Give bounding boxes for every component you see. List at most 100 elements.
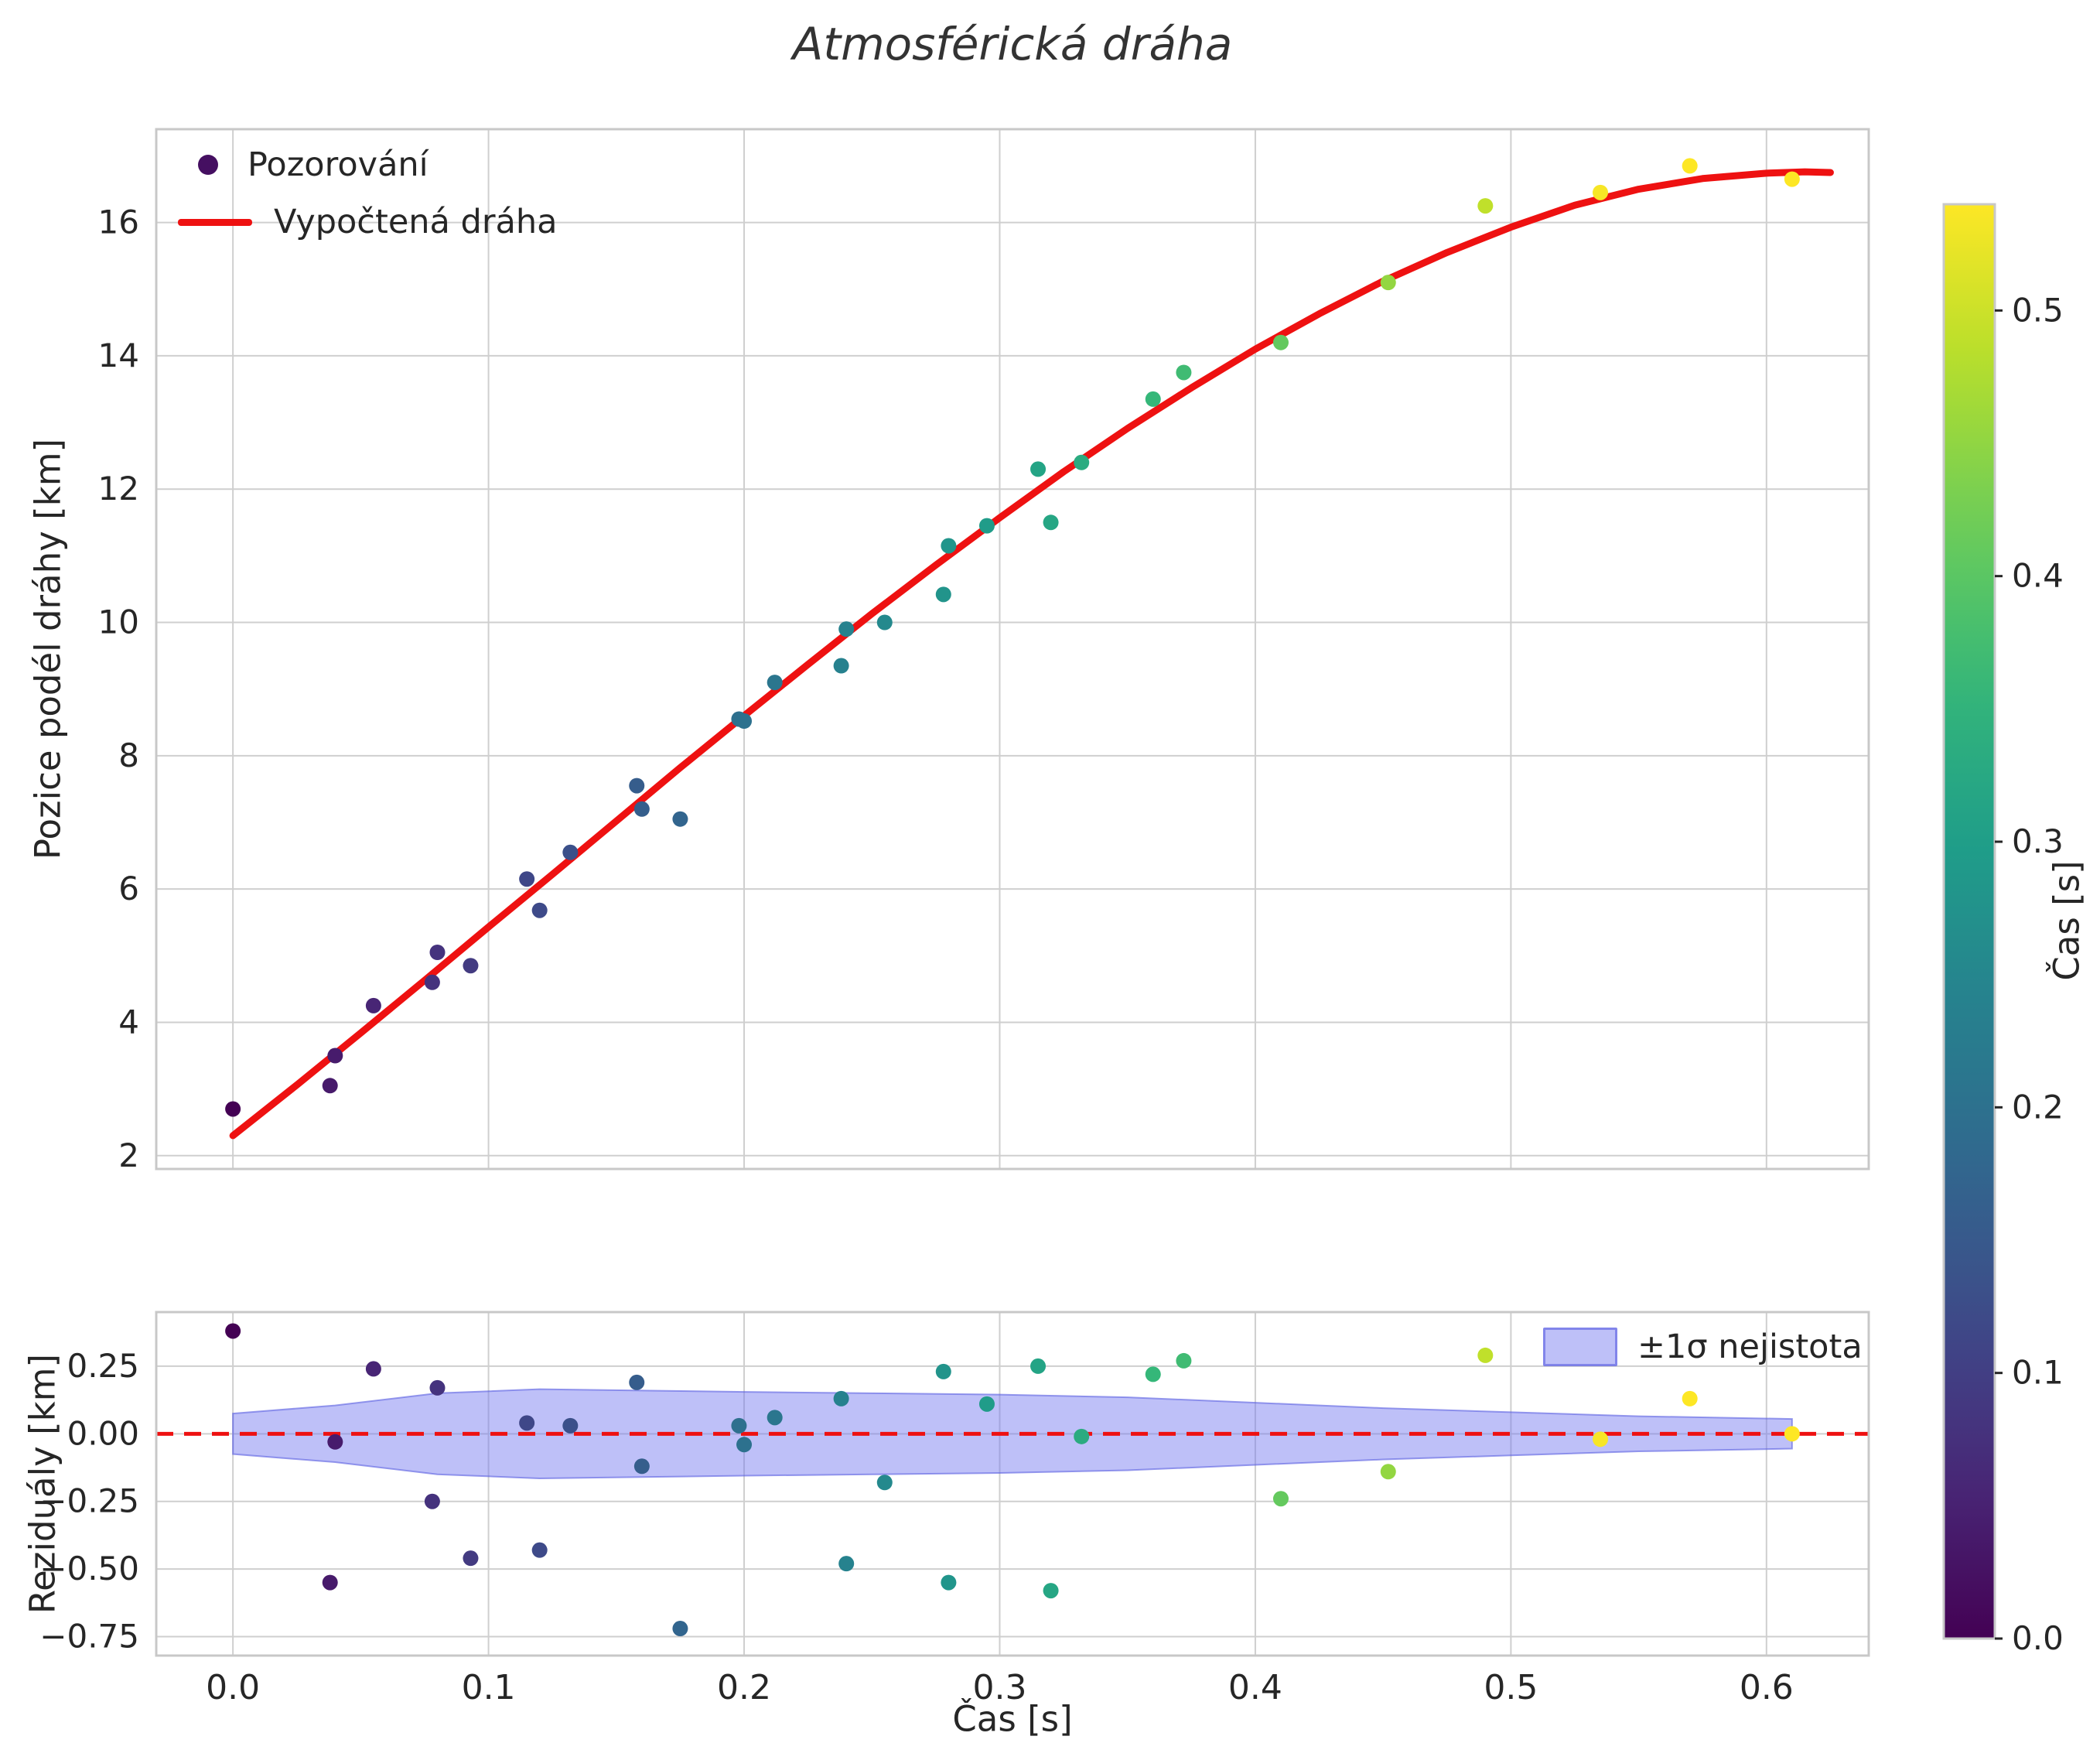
observation-marker-icon xyxy=(198,155,218,175)
x-tick-label: 0.1 xyxy=(462,1668,516,1707)
residual-point xyxy=(1272,1491,1289,1507)
colorbar-gradient xyxy=(1944,204,1995,1639)
residual-point xyxy=(1682,1390,1698,1406)
observation-point xyxy=(365,997,381,1013)
observation-point xyxy=(322,1078,338,1094)
legend-band-label: ±1σ nejistota xyxy=(1637,1328,1863,1366)
main-legend: Pozorování Vypočtená dráha xyxy=(178,143,557,244)
residual-point xyxy=(1593,1431,1609,1447)
observation-point xyxy=(876,614,893,631)
residual-point xyxy=(731,1417,747,1434)
main-y-tick-label: 12 xyxy=(98,470,139,508)
x-tick-label: 0.2 xyxy=(717,1668,771,1707)
observation-point xyxy=(1380,275,1396,291)
main-y-axis-label: Pozice podél dráhy [km] xyxy=(27,438,69,860)
legend-item-observations: Pozorování xyxy=(178,143,557,186)
observation-point xyxy=(838,621,855,637)
residual-y-tick-label: −0.25 xyxy=(39,1482,139,1520)
residual-y-tick-label: −0.50 xyxy=(39,1550,139,1587)
residual-point xyxy=(633,1458,650,1475)
residual-point xyxy=(1074,1428,1090,1444)
residual-point xyxy=(365,1361,381,1377)
observation-point xyxy=(935,586,951,603)
residual-point xyxy=(935,1363,951,1379)
figure-title: Atmosférická dráha xyxy=(792,18,1233,70)
residual-point xyxy=(629,1374,645,1390)
observation-point xyxy=(429,945,446,960)
residual-point xyxy=(1176,1352,1192,1369)
residual-point xyxy=(562,1417,579,1434)
main-y-tick-label: 10 xyxy=(98,603,139,641)
observation-point xyxy=(562,844,579,860)
observation-point xyxy=(225,1101,241,1117)
residual-point xyxy=(1145,1366,1161,1382)
residual-point xyxy=(1477,1347,1494,1363)
colorbar-tick-label: 0.4 xyxy=(2012,557,2064,595)
axes-border xyxy=(155,1311,1870,1657)
observation-point xyxy=(833,658,849,674)
residual-point xyxy=(463,1550,479,1567)
residual-point xyxy=(1380,1464,1396,1480)
colorbar-label: Čas [s] xyxy=(2046,860,2088,981)
axes-border xyxy=(155,128,1870,1171)
observation-point xyxy=(1682,158,1698,174)
main-y-tick-label: 2 xyxy=(118,1136,139,1174)
colorbar-border xyxy=(1942,203,1996,1640)
x-tick-label: 0.0 xyxy=(206,1668,260,1707)
legend-item-curve: Vypočtená dráha xyxy=(178,200,557,244)
curve-line-icon xyxy=(178,218,252,226)
main-y-tick-label: 4 xyxy=(118,1003,139,1041)
observation-point xyxy=(736,713,753,730)
observation-point xyxy=(1784,171,1800,187)
observation-point xyxy=(463,958,479,974)
residual-point xyxy=(429,1379,446,1396)
fitted-curve xyxy=(229,168,1834,1140)
legend-curve-label: Vypočtená dráha xyxy=(274,203,558,241)
x-axis-label: Čas [s] xyxy=(952,1698,1073,1740)
colorbar-tick-label: 0.1 xyxy=(2012,1354,2064,1392)
observation-point xyxy=(1030,461,1047,477)
residual-y-axis-label: Reziduály [km] xyxy=(22,1353,63,1615)
residual-point xyxy=(672,1621,688,1637)
legend-observations-label: Pozorování xyxy=(248,145,429,184)
residual-point xyxy=(838,1556,855,1572)
colorbar-tick-label: 0.0 xyxy=(2012,1619,2064,1657)
residual-point xyxy=(767,1410,783,1426)
residual-legend: ±1σ nejistota xyxy=(1543,1328,1863,1366)
uncertainty-band xyxy=(232,1388,1793,1480)
colorbar-tick-label: 0.3 xyxy=(2012,822,2064,860)
residual-point xyxy=(876,1475,893,1491)
observation-point xyxy=(633,801,650,817)
observation-point xyxy=(978,518,995,534)
main-y-tick-label: 6 xyxy=(118,870,139,907)
observation-point xyxy=(1176,364,1192,381)
observation-point xyxy=(941,538,957,554)
x-tick-label: 0.4 xyxy=(1228,1668,1282,1707)
residual-point xyxy=(1043,1583,1059,1599)
observation-point xyxy=(1593,184,1609,200)
main-y-tick-label: 16 xyxy=(98,203,139,241)
observation-point xyxy=(1145,391,1161,407)
residual-point xyxy=(424,1493,440,1509)
observation-point xyxy=(1074,454,1090,470)
residual-point xyxy=(225,1323,241,1339)
x-tick-label: 0.6 xyxy=(1740,1668,1794,1707)
observation-point xyxy=(327,1048,343,1064)
observation-point xyxy=(424,974,440,990)
main-y-tick-label: 14 xyxy=(98,337,139,374)
observation-point xyxy=(1043,514,1059,531)
residual-point xyxy=(978,1396,995,1412)
x-tick-label: 0.5 xyxy=(1484,1668,1538,1707)
observation-point xyxy=(629,778,645,794)
observation-point xyxy=(531,902,548,918)
main-y-tick-label: 8 xyxy=(118,737,139,774)
colorbar-tick-label: 0.2 xyxy=(2012,1088,2064,1126)
colorbar-tick-label: 0.5 xyxy=(2012,291,2064,329)
observation-point xyxy=(1477,198,1494,214)
observation-point xyxy=(672,811,688,827)
observation-point xyxy=(519,871,535,887)
residual-y-tick-label: 0.25 xyxy=(67,1347,139,1385)
residual-point xyxy=(1030,1358,1047,1374)
